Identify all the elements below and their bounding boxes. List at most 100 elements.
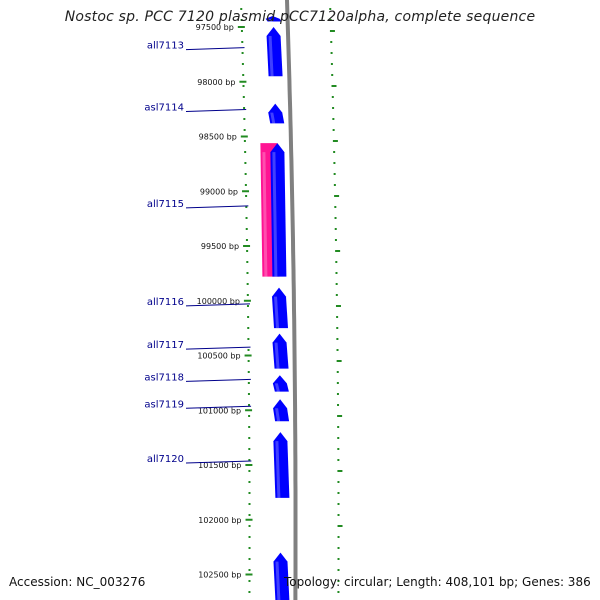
outer-tick-track bbox=[329, 8, 343, 593]
tick-dot bbox=[242, 96, 245, 98]
gene-label[interactable]: asl7114 bbox=[144, 103, 184, 114]
tick-dot bbox=[248, 569, 251, 571]
tick-dot bbox=[243, 118, 246, 120]
gene-track bbox=[260, 16, 290, 600]
tick-dot bbox=[248, 459, 251, 461]
tick-dot bbox=[333, 184, 336, 186]
all7117-gene-arrow[interactable] bbox=[272, 333, 289, 369]
tick-dot bbox=[248, 492, 251, 494]
tick-dot bbox=[247, 393, 250, 395]
gene-highlight bbox=[274, 383, 280, 392]
major-tick bbox=[239, 80, 247, 83]
gene-highlight bbox=[272, 152, 278, 277]
tick-dot bbox=[331, 74, 334, 76]
gene-labels: all7113 asl7114 all7115 all7116 all7117 asl71… bbox=[144, 41, 252, 465]
tick-dot bbox=[240, 30, 243, 32]
tick-dot bbox=[245, 228, 248, 230]
tick-dot bbox=[248, 437, 251, 439]
asl7119-gene-arrow[interactable] bbox=[273, 399, 290, 422]
tick-dot bbox=[337, 569, 340, 571]
tick-dot bbox=[245, 239, 248, 241]
tick-dot bbox=[330, 41, 333, 43]
tick-label: 100000 bp bbox=[197, 297, 240, 306]
tick-dot bbox=[334, 206, 337, 208]
gene-label-leader bbox=[185, 405, 252, 409]
tick-label: 97500 bp bbox=[196, 23, 234, 32]
tick-dot bbox=[246, 261, 249, 263]
major-tick bbox=[244, 354, 252, 357]
tick-label: 99500 bp bbox=[201, 242, 239, 251]
major-tick bbox=[245, 573, 253, 576]
tick-dot bbox=[330, 52, 333, 54]
tick-dot bbox=[248, 536, 251, 538]
tick-dot bbox=[334, 217, 337, 219]
tick-dot bbox=[333, 151, 336, 153]
tick-dot bbox=[243, 129, 246, 131]
gene-highlight bbox=[275, 561, 281, 600]
gene-label[interactable]: all7116 bbox=[147, 297, 184, 308]
tick-label: 102000 bp bbox=[198, 516, 241, 525]
gene-label[interactable]: all7113 bbox=[147, 41, 184, 52]
gene-label-leader bbox=[185, 378, 251, 382]
gene-label[interactable]: asl7118 bbox=[144, 372, 184, 383]
tick-dot bbox=[330, 63, 333, 65]
tick-dot bbox=[248, 514, 251, 516]
gene-label-leader bbox=[185, 303, 250, 307]
tick-label: 98500 bp bbox=[199, 133, 237, 142]
tick-dot bbox=[248, 558, 251, 560]
tick-dot bbox=[337, 514, 340, 516]
tick-dot bbox=[242, 85, 245, 87]
major-tick bbox=[243, 299, 251, 302]
gene-label[interactable]: asl7119 bbox=[144, 399, 184, 410]
major-tick bbox=[242, 190, 250, 193]
tick-dot bbox=[332, 129, 335, 131]
gene-arrow[interactable] bbox=[273, 552, 290, 600]
gene-label[interactable]: all7115 bbox=[147, 199, 184, 210]
tick-dot bbox=[332, 118, 335, 120]
tick-dot bbox=[335, 261, 338, 263]
gene-arrow[interactable] bbox=[265, 16, 282, 22]
all7116-gene-arrow[interactable] bbox=[272, 287, 289, 329]
tick-dot bbox=[334, 195, 340, 197]
map-title: Nostoc sp. PCC 7120 plasmid pCC7120alpha… bbox=[64, 9, 536, 25]
tick-dot bbox=[336, 393, 339, 395]
tick-dot bbox=[246, 272, 249, 274]
gene-label[interactable]: all7120 bbox=[147, 454, 184, 465]
tick-dot bbox=[333, 162, 336, 164]
tick-dot bbox=[245, 206, 248, 208]
tick-dot bbox=[240, 8, 243, 10]
tick-dot bbox=[243, 140, 246, 142]
tick-dot bbox=[246, 283, 249, 285]
tick-dot bbox=[336, 338, 339, 340]
tick-dot bbox=[245, 195, 248, 197]
asl7114-gene-arrow[interactable] bbox=[268, 103, 285, 124]
tick-dot bbox=[337, 525, 343, 527]
gene-label[interactable]: all7117 bbox=[147, 340, 184, 351]
tick-dot bbox=[247, 316, 250, 318]
major-tick bbox=[240, 135, 248, 138]
gene-label-leader bbox=[185, 346, 251, 350]
asl7118-gene-arrow[interactable] bbox=[272, 375, 289, 392]
all7113-gene-arrow[interactable] bbox=[266, 27, 283, 77]
tick-dot bbox=[244, 184, 247, 186]
tick-dot bbox=[336, 316, 339, 318]
tick-dot bbox=[337, 437, 340, 439]
tick-dot bbox=[244, 173, 247, 175]
tick-dot bbox=[241, 41, 244, 43]
tick-dot bbox=[247, 360, 250, 362]
tick-dot bbox=[337, 481, 340, 483]
tick-dot bbox=[336, 382, 339, 384]
accession-text: Accession: NC_003276 bbox=[9, 575, 146, 589]
major-tick bbox=[245, 518, 253, 521]
all7120-gene-arrow[interactable] bbox=[273, 432, 290, 498]
gene-highlight bbox=[274, 296, 280, 329]
all7115-gene-arrow[interactable] bbox=[270, 143, 287, 277]
tick-dot bbox=[243, 107, 246, 109]
tick-dot bbox=[333, 173, 336, 175]
tick-dot bbox=[337, 426, 340, 428]
tick-dot bbox=[247, 382, 250, 384]
major-tick bbox=[237, 26, 245, 28]
tick-dot bbox=[240, 19, 243, 21]
tick-dot bbox=[335, 294, 338, 296]
